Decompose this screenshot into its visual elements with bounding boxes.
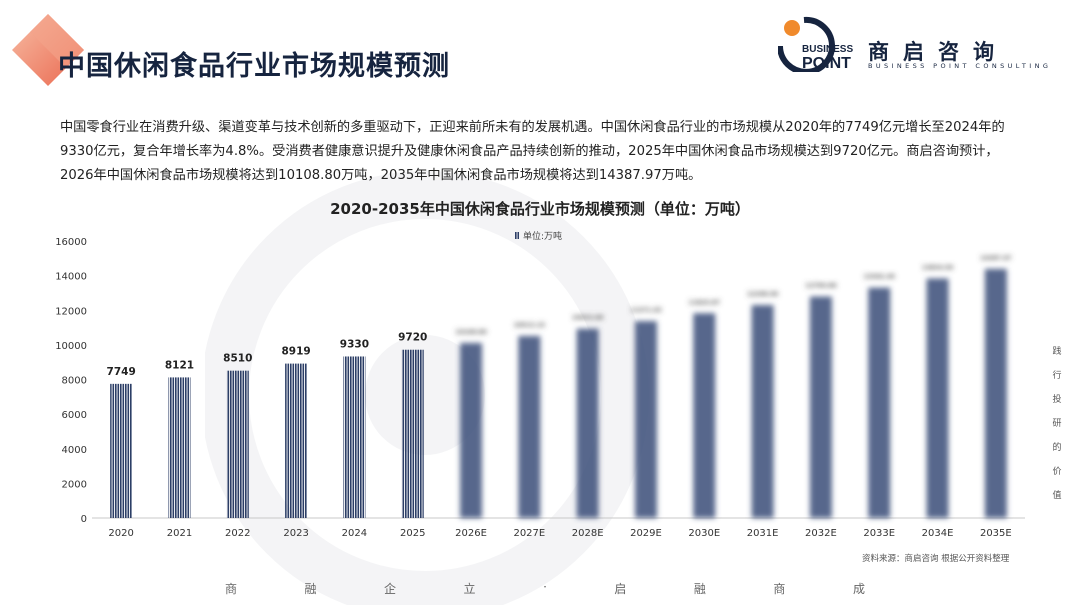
bar bbox=[809, 296, 832, 518]
x-tick-label: 2035E bbox=[980, 528, 1012, 539]
data-label: 10108.80 bbox=[455, 329, 487, 336]
business-point-logo-icon: BUSINESS POINT bbox=[778, 16, 853, 72]
y-tick-label: 2000 bbox=[62, 479, 87, 490]
x-tick-label: 2023 bbox=[283, 528, 308, 539]
chart-legend: 单位:万吨 bbox=[515, 230, 562, 242]
company-logo: BUSINESS POINT 商启咨询 BUSINESS POINT CONSU… bbox=[778, 16, 1068, 72]
bar bbox=[926, 278, 949, 518]
footer-slogan-char: 立 bbox=[463, 582, 476, 596]
side-slogan-char: 值 bbox=[1052, 491, 1062, 501]
svg-text:BUSINESS: BUSINESS bbox=[802, 44, 853, 55]
data-label: 11371.03 bbox=[630, 307, 662, 314]
bar bbox=[868, 287, 891, 518]
bar bbox=[226, 370, 249, 518]
x-tick-label: 2021 bbox=[167, 528, 192, 539]
x-tick-label: 2031E bbox=[747, 528, 779, 539]
bar bbox=[518, 335, 541, 518]
y-tick-label: 16000 bbox=[55, 237, 87, 248]
x-tick-label: 2027E bbox=[513, 528, 545, 539]
bar bbox=[984, 268, 1007, 518]
svg-text:POINT: POINT bbox=[802, 55, 851, 72]
footer-slogan-char: · bbox=[543, 580, 547, 594]
bar bbox=[634, 321, 657, 518]
legend-swatch bbox=[515, 232, 519, 239]
data-label: 9720 bbox=[398, 332, 427, 344]
x-tick-label: 2022 bbox=[225, 528, 250, 539]
logo-english-tagline: BUSINESS POINT CONSULTING bbox=[868, 62, 1052, 70]
x-tick-label: 2024 bbox=[342, 528, 367, 539]
side-slogan-char: 行 bbox=[1052, 371, 1062, 381]
data-source: 资料来源：商启咨询 根据公开资料整理 bbox=[862, 554, 1010, 564]
side-slogan: 践行投研的价值 bbox=[1050, 340, 1064, 508]
side-slogan-char: 践 bbox=[1052, 347, 1062, 357]
chart-title: 2020-2035年中国休闲食品行业市场规模预测（单位：万吨） bbox=[330, 200, 750, 218]
x-tick-label: 2025 bbox=[400, 528, 425, 539]
corner-decoration bbox=[12, 14, 84, 86]
y-tick-label: 8000 bbox=[62, 376, 87, 387]
data-label: 14387.97 bbox=[980, 255, 1012, 262]
bar bbox=[576, 328, 599, 518]
data-label: 12790.86 bbox=[805, 283, 837, 290]
data-label: 7749 bbox=[107, 366, 136, 378]
data-label: 12298.90 bbox=[747, 291, 779, 298]
y-tick-label: 6000 bbox=[62, 410, 87, 421]
side-slogan-char: 投 bbox=[1052, 395, 1062, 405]
footer-slogan-char: 启 bbox=[614, 582, 627, 596]
data-label: 8121 bbox=[165, 359, 194, 371]
bar bbox=[285, 363, 308, 518]
logo-chinese-name: 商启咨询 bbox=[868, 40, 1008, 64]
x-tick-label: 2030E bbox=[688, 528, 720, 539]
y-tick-label: 10000 bbox=[55, 341, 87, 352]
side-slogan-char: 价 bbox=[1052, 467, 1062, 477]
x-tick-label: 2034E bbox=[922, 528, 954, 539]
footer-slogan: 商 融 企 立 · 启 融 商 成 bbox=[225, 580, 865, 597]
footer-slogan-char: 企 bbox=[384, 582, 397, 596]
y-tick-label: 4000 bbox=[62, 445, 87, 456]
bar-chart: 单位:万吨 0 2000 4000 6000 8000 10000 12000 14000 16… bbox=[55, 230, 1025, 539]
data-label: 9330 bbox=[340, 338, 369, 350]
footer-slogan-char: 成 bbox=[852, 582, 865, 596]
footer-slogan-char: 商 bbox=[225, 582, 238, 596]
bar bbox=[168, 377, 191, 518]
data-label: 13302.49 bbox=[863, 274, 895, 281]
data-label: 8919 bbox=[281, 346, 310, 358]
side-slogan-char: 的 bbox=[1052, 443, 1062, 453]
bar bbox=[110, 383, 133, 518]
x-tick-label: 2028E bbox=[572, 528, 604, 539]
footer-slogan-char: 融 bbox=[693, 582, 706, 596]
bar bbox=[343, 356, 366, 518]
data-label: 13834.59 bbox=[922, 264, 954, 271]
y-tick-label: 14000 bbox=[55, 272, 87, 283]
y-tick-label: 0 bbox=[81, 514, 87, 525]
data-label: 11825.87 bbox=[689, 299, 721, 306]
x-tick-label: 2033E bbox=[863, 528, 895, 539]
page-title: 中国休闲食品行业市场规模预测 bbox=[58, 51, 450, 82]
x-tick-label: 2020 bbox=[108, 528, 133, 539]
bar bbox=[693, 313, 716, 518]
bar bbox=[401, 349, 424, 518]
bar bbox=[460, 342, 483, 518]
data-label: 8510 bbox=[223, 353, 252, 365]
footer-slogan-char: 商 bbox=[773, 582, 786, 596]
side-slogan-char: 研 bbox=[1052, 419, 1062, 429]
x-tick-label: 2026E bbox=[455, 528, 487, 539]
data-label: 10513.15 bbox=[514, 322, 546, 329]
data-label: 10933.68 bbox=[572, 315, 604, 322]
x-tick-label: 2029E bbox=[630, 528, 662, 539]
footer-slogan-char: 融 bbox=[304, 582, 317, 596]
description-paragraph: 中国零食行业在消费升级、渠道变革与技术创新的多重驱动下，正迎来前所未有的发展机遇… bbox=[60, 120, 1005, 183]
legend-label: 单位:万吨 bbox=[523, 230, 562, 242]
x-tick-label: 2032E bbox=[805, 528, 837, 539]
bar bbox=[751, 305, 774, 518]
y-tick-label: 12000 bbox=[55, 306, 87, 317]
